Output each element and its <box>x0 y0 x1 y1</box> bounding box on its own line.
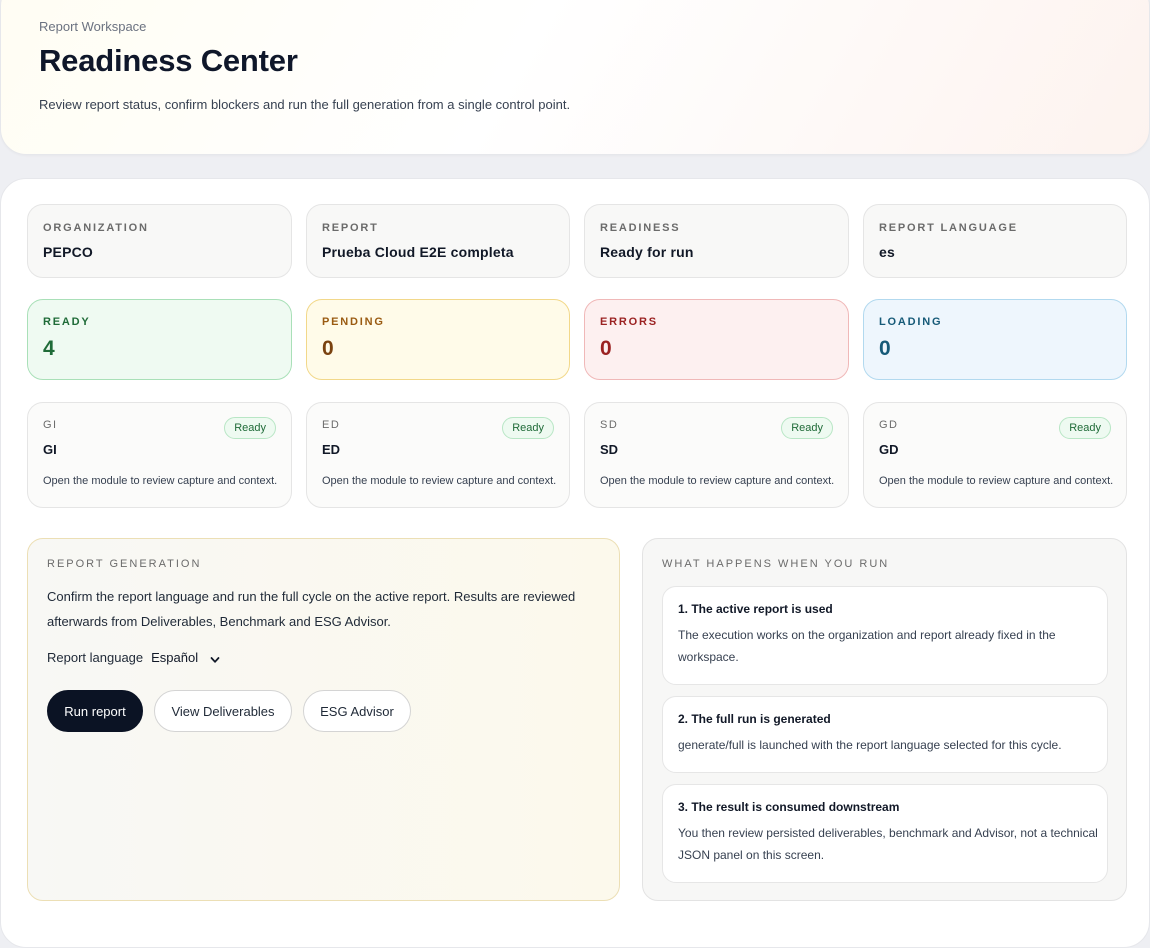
chevron-down-icon <box>210 653 220 663</box>
status-badge: Ready <box>224 417 276 439</box>
module-name: SD <box>600 442 619 457</box>
module-card-sd[interactable]: SD Ready SD Open the module to review ca… <box>584 402 849 508</box>
run-step-description: You then review persisted deliverables, … <box>678 826 1098 862</box>
page-header: Report Workspace Readiness Center Review… <box>0 0 1150 155</box>
module-code: GD <box>879 419 899 431</box>
module-name: GD <box>879 442 899 457</box>
module-name: GI <box>43 442 57 457</box>
loading-stat-card: LOADING 0 <box>863 299 1127 380</box>
module-card-gd[interactable]: GD Ready GD Open the module to review ca… <box>863 402 1127 508</box>
readiness-value: Ready for run <box>600 244 694 260</box>
main-panel: ORGANIZATION PEPCO REPORT Prueba Cloud E… <box>0 178 1150 948</box>
errors-stat-label: ERRORS <box>600 316 658 328</box>
organization-card: ORGANIZATION PEPCO <box>27 204 292 278</box>
status-badge: Ready <box>1059 417 1111 439</box>
module-card-ed[interactable]: ED Ready ED Open the module to review ca… <box>306 402 570 508</box>
report-generation-label: REPORT GENERATION <box>47 558 202 570</box>
pending-stat-value: 0 <box>322 337 334 360</box>
run-step-description: generate/full is launched with the repor… <box>678 738 1062 752</box>
module-card-gi[interactable]: GI Ready GI Open the module to review ca… <box>27 402 292 508</box>
report-language-selected: Español <box>151 650 199 665</box>
module-description: Open the module to review capture and co… <box>879 475 1114 487</box>
status-badge: Ready <box>781 417 833 439</box>
module-code: SD <box>600 419 619 431</box>
module-code: GI <box>43 419 58 431</box>
module-description: Open the module to review capture and co… <box>322 475 557 487</box>
esg-advisor-button[interactable]: ESG Advisor <box>303 690 411 732</box>
report-card: REPORT Prueba Cloud E2E completa <box>306 204 570 278</box>
readiness-card: READINESS Ready for run <box>584 204 849 278</box>
report-generation-panel: REPORT GENERATION Confirm the report lan… <box>27 538 620 901</box>
run-step-title: 1. The active report is used <box>678 602 833 616</box>
run-step-description: The execution works on the organization … <box>678 628 1056 664</box>
organization-value: PEPCO <box>43 244 94 260</box>
report-language-card: REPORT LANGUAGE es <box>863 204 1127 278</box>
pending-stat-label: PENDING <box>322 316 385 328</box>
status-badge: Ready <box>502 417 554 439</box>
loading-stat-label: LOADING <box>879 316 943 328</box>
organization-label: ORGANIZATION <box>43 222 149 234</box>
page-title: Readiness Center <box>39 43 298 78</box>
generation-actions: Run report View Deliverables ESG Advisor <box>47 690 422 732</box>
module-code: ED <box>322 419 341 431</box>
ready-stat-card: READY 4 <box>27 299 292 380</box>
report-generation-description: Confirm the report language and run the … <box>47 589 576 629</box>
ready-stat-label: READY <box>43 316 91 328</box>
report-language-value: es <box>879 244 895 260</box>
run-info-label: WHAT HAPPENS WHEN YOU RUN <box>662 558 890 570</box>
workspace-eyebrow: Report Workspace <box>39 19 147 34</box>
run-report-button[interactable]: Run report <box>47 690 143 732</box>
report-language-row: Report language Español <box>47 650 220 665</box>
run-step-title: 3. The result is consumed downstream <box>678 800 900 814</box>
module-description: Open the module to review capture and co… <box>43 475 278 487</box>
report-language-label: REPORT LANGUAGE <box>879 222 1018 234</box>
run-step-title: 2. The full run is generated <box>678 712 831 726</box>
run-step: 2. The full run is generated generate/fu… <box>662 696 1108 773</box>
errors-stat-card: ERRORS 0 <box>584 299 849 380</box>
run-step: 1. The active report is used The executi… <box>662 586 1108 685</box>
module-name: ED <box>322 442 341 457</box>
report-language-select[interactable]: Español <box>151 650 220 665</box>
report-language-field-label: Report language <box>47 650 144 665</box>
run-step: 3. The result is consumed downstream You… <box>662 784 1108 883</box>
page-subtitle: Review report status, confirm blockers a… <box>39 97 571 112</box>
readiness-label: READINESS <box>600 222 681 234</box>
module-description: Open the module to review capture and co… <box>600 475 835 487</box>
pending-stat-card: PENDING 0 <box>306 299 570 380</box>
report-label: REPORT <box>322 222 379 234</box>
run-info-panel: WHAT HAPPENS WHEN YOU RUN 1. The active … <box>642 538 1127 901</box>
ready-stat-value: 4 <box>43 337 55 360</box>
report-value: Prueba Cloud E2E completa <box>322 244 514 260</box>
loading-stat-value: 0 <box>879 337 891 360</box>
errors-stat-value: 0 <box>600 337 612 360</box>
view-deliverables-button[interactable]: View Deliverables <box>154 690 292 732</box>
